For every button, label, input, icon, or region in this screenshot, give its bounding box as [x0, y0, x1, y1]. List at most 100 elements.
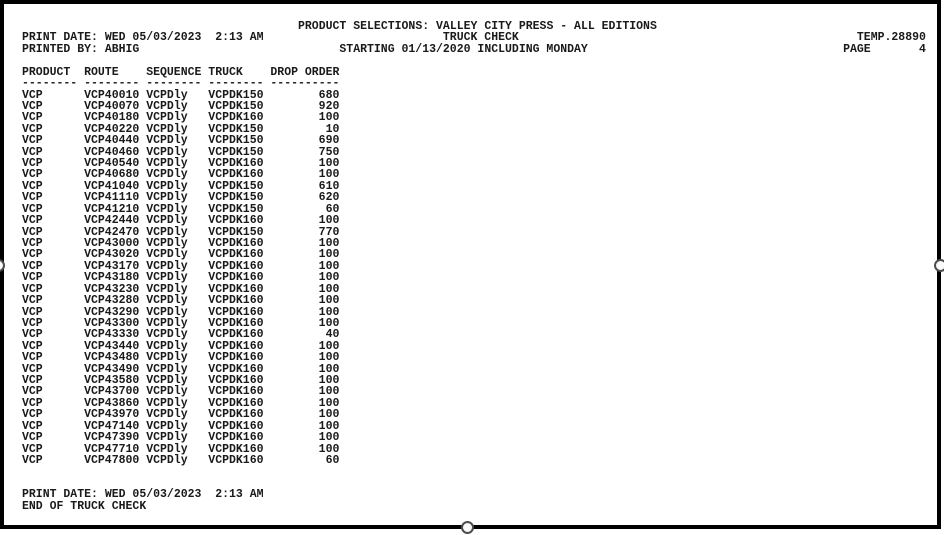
sequence-cell: VCPDly: [146, 99, 188, 113]
truck-cell: VCPDK150: [208, 145, 264, 159]
route-cell: VCP43490: [84, 362, 140, 376]
table-row: VCP VCP40460 VCPDly VCPDK150 750: [22, 145, 932, 159]
column-underline-row: -------- -------- -------- -------- ----…: [22, 77, 932, 91]
table-row: VCP VCP43170 VCPDly VCPDK160 100: [22, 260, 932, 272]
route-cell: VCP40220: [84, 122, 140, 136]
sequence-cell: VCPDly: [146, 328, 188, 342]
truck-cell: VCPDK160: [208, 168, 264, 182]
truck-cell: VCPDK150: [208, 122, 264, 136]
resize-handle-bottom[interactable]: [460, 521, 474, 534]
route-cell: VCP47800: [84, 453, 140, 467]
route-cell: VCP43440: [84, 339, 140, 353]
footer-end-line: END OF TRUCK CHECK: [22, 500, 932, 512]
truck-cell: VCPDK160: [208, 248, 264, 262]
product-cell: VCP: [22, 294, 43, 308]
route-cell: VCP43020: [84, 248, 140, 262]
truck-cell: VCPDK160: [208, 157, 264, 171]
table-row: VCP VCP41210 VCPDly VCPDK150 60: [22, 202, 932, 216]
route-cell: VCP42440: [84, 214, 140, 228]
route-cell: VCP43480: [84, 351, 140, 365]
product-cell: VCP: [22, 88, 43, 102]
table-row: VCP VCP43440 VCPDly VCPDK160 100: [22, 339, 932, 353]
drop-order-cell: 100: [318, 305, 340, 319]
truck-cell: VCPDK160: [208, 328, 264, 342]
sequence-cell: VCPDly: [146, 202, 188, 216]
truck-cell: VCPDK160: [208, 236, 264, 250]
product-cell: VCP: [22, 214, 43, 228]
drop-order-cell: 100: [318, 351, 340, 365]
table-row: VCP VCP42470 VCPDly VCPDK150 770: [22, 225, 932, 239]
truck-cell: VCPDK160: [208, 408, 264, 422]
truck-cell: VCPDK150: [208, 134, 264, 148]
drop-order-cell: 100: [318, 236, 340, 250]
resize-handle-right[interactable]: [934, 258, 944, 272]
route-cell: VCP43970: [84, 408, 140, 422]
truck-cell: VCPDK160: [208, 305, 264, 319]
route-cell: VCP41210: [84, 202, 140, 216]
route-cell: VCP40460: [84, 145, 140, 159]
table-row: VCP VCP43970 VCPDly VCPDK160 100: [22, 408, 932, 422]
table-row: VCP VCP47800 VCPDly VCPDK160 60: [22, 453, 932, 467]
route-cell: VCP43280: [84, 294, 140, 308]
truck-cell: VCPDK160: [208, 453, 264, 467]
drop-order-cell: 100: [318, 385, 340, 399]
product-cell: VCP: [22, 134, 43, 148]
table-row: VCP VCP40680 VCPDly VCPDK160 100: [22, 168, 932, 182]
product-cell: VCP: [22, 316, 43, 330]
column-header-drop-order: DROP ORDER: [270, 65, 340, 79]
drop-order-cell: 100: [318, 157, 340, 171]
truck-cell: VCPDK160: [208, 339, 264, 353]
table-row: VCP VCP43290 VCPDly VCPDK160 100: [22, 305, 932, 319]
sequence-cell: VCPDly: [146, 88, 188, 102]
route-cell: VCP43330: [84, 328, 140, 342]
route-cell: VCP43290: [84, 305, 140, 319]
truck-cell: VCPDK160: [208, 294, 264, 308]
table-row: VCP VCP43700 VCPDly VCPDK160 100: [22, 385, 932, 399]
sequence-cell: VCPDly: [146, 225, 188, 239]
drop-order-cell: 100: [318, 282, 340, 296]
table-row: VCP VCP43230 VCPDly VCPDK160 100: [22, 282, 932, 296]
drop-order-cell: 100: [318, 316, 340, 330]
sequence-cell: VCPDly: [146, 145, 188, 159]
route-cell: VCP43300: [84, 316, 140, 330]
underline-drop-order: ----------: [270, 77, 340, 91]
resize-handle-left[interactable]: [0, 258, 5, 272]
truck-cell: VCPDK160: [208, 214, 264, 228]
product-cell: VCP: [22, 271, 43, 285]
drop-order-cell: 100: [318, 339, 340, 353]
product-cell: VCP: [22, 419, 43, 433]
table-row: VCP VCP42440 VCPDly VCPDK160 100: [22, 214, 932, 228]
drop-order-cell: 920: [318, 99, 340, 113]
sequence-cell: VCPDly: [146, 111, 188, 125]
truck-cell: VCPDK160: [208, 316, 264, 330]
truck-cell: VCPDK150: [208, 191, 264, 205]
sequence-cell: VCPDly: [146, 362, 188, 376]
truck-cell: VCPDK150: [208, 88, 264, 102]
product-cell: VCP: [22, 236, 43, 250]
route-cell: VCP47710: [84, 442, 140, 456]
sequence-cell: VCPDly: [146, 191, 188, 205]
sequence-cell: VCPDly: [146, 236, 188, 250]
product-cell: VCP: [22, 453, 43, 467]
route-cell: VCP43180: [84, 271, 140, 285]
product-cell: VCP: [22, 385, 43, 399]
sequence-cell: VCPDly: [146, 168, 188, 182]
table-row: VCP VCP43280 VCPDly VCPDK160 100: [22, 294, 932, 308]
product-cell: VCP: [22, 374, 43, 388]
product-cell: VCP: [22, 157, 43, 171]
route-cell: VCP43230: [84, 282, 140, 296]
truck-cell: VCPDK150: [208, 99, 264, 113]
drop-order-cell: 100: [318, 419, 340, 433]
route-cell: VCP41110: [84, 191, 140, 205]
drop-order-cell: 60: [325, 453, 340, 467]
route-cell: VCP40680: [84, 168, 140, 182]
sequence-cell: VCPDly: [146, 339, 188, 353]
route-cell: VCP43580: [84, 374, 140, 388]
route-cell: VCP43860: [84, 396, 140, 410]
sequence-cell: VCPDly: [146, 431, 188, 445]
route-cell: VCP40070: [84, 99, 140, 113]
table-row: VCP VCP41110 VCPDly VCPDK150 620: [22, 191, 932, 205]
route-cell: VCP40010: [84, 88, 140, 102]
sequence-cell: VCPDly: [146, 282, 188, 296]
